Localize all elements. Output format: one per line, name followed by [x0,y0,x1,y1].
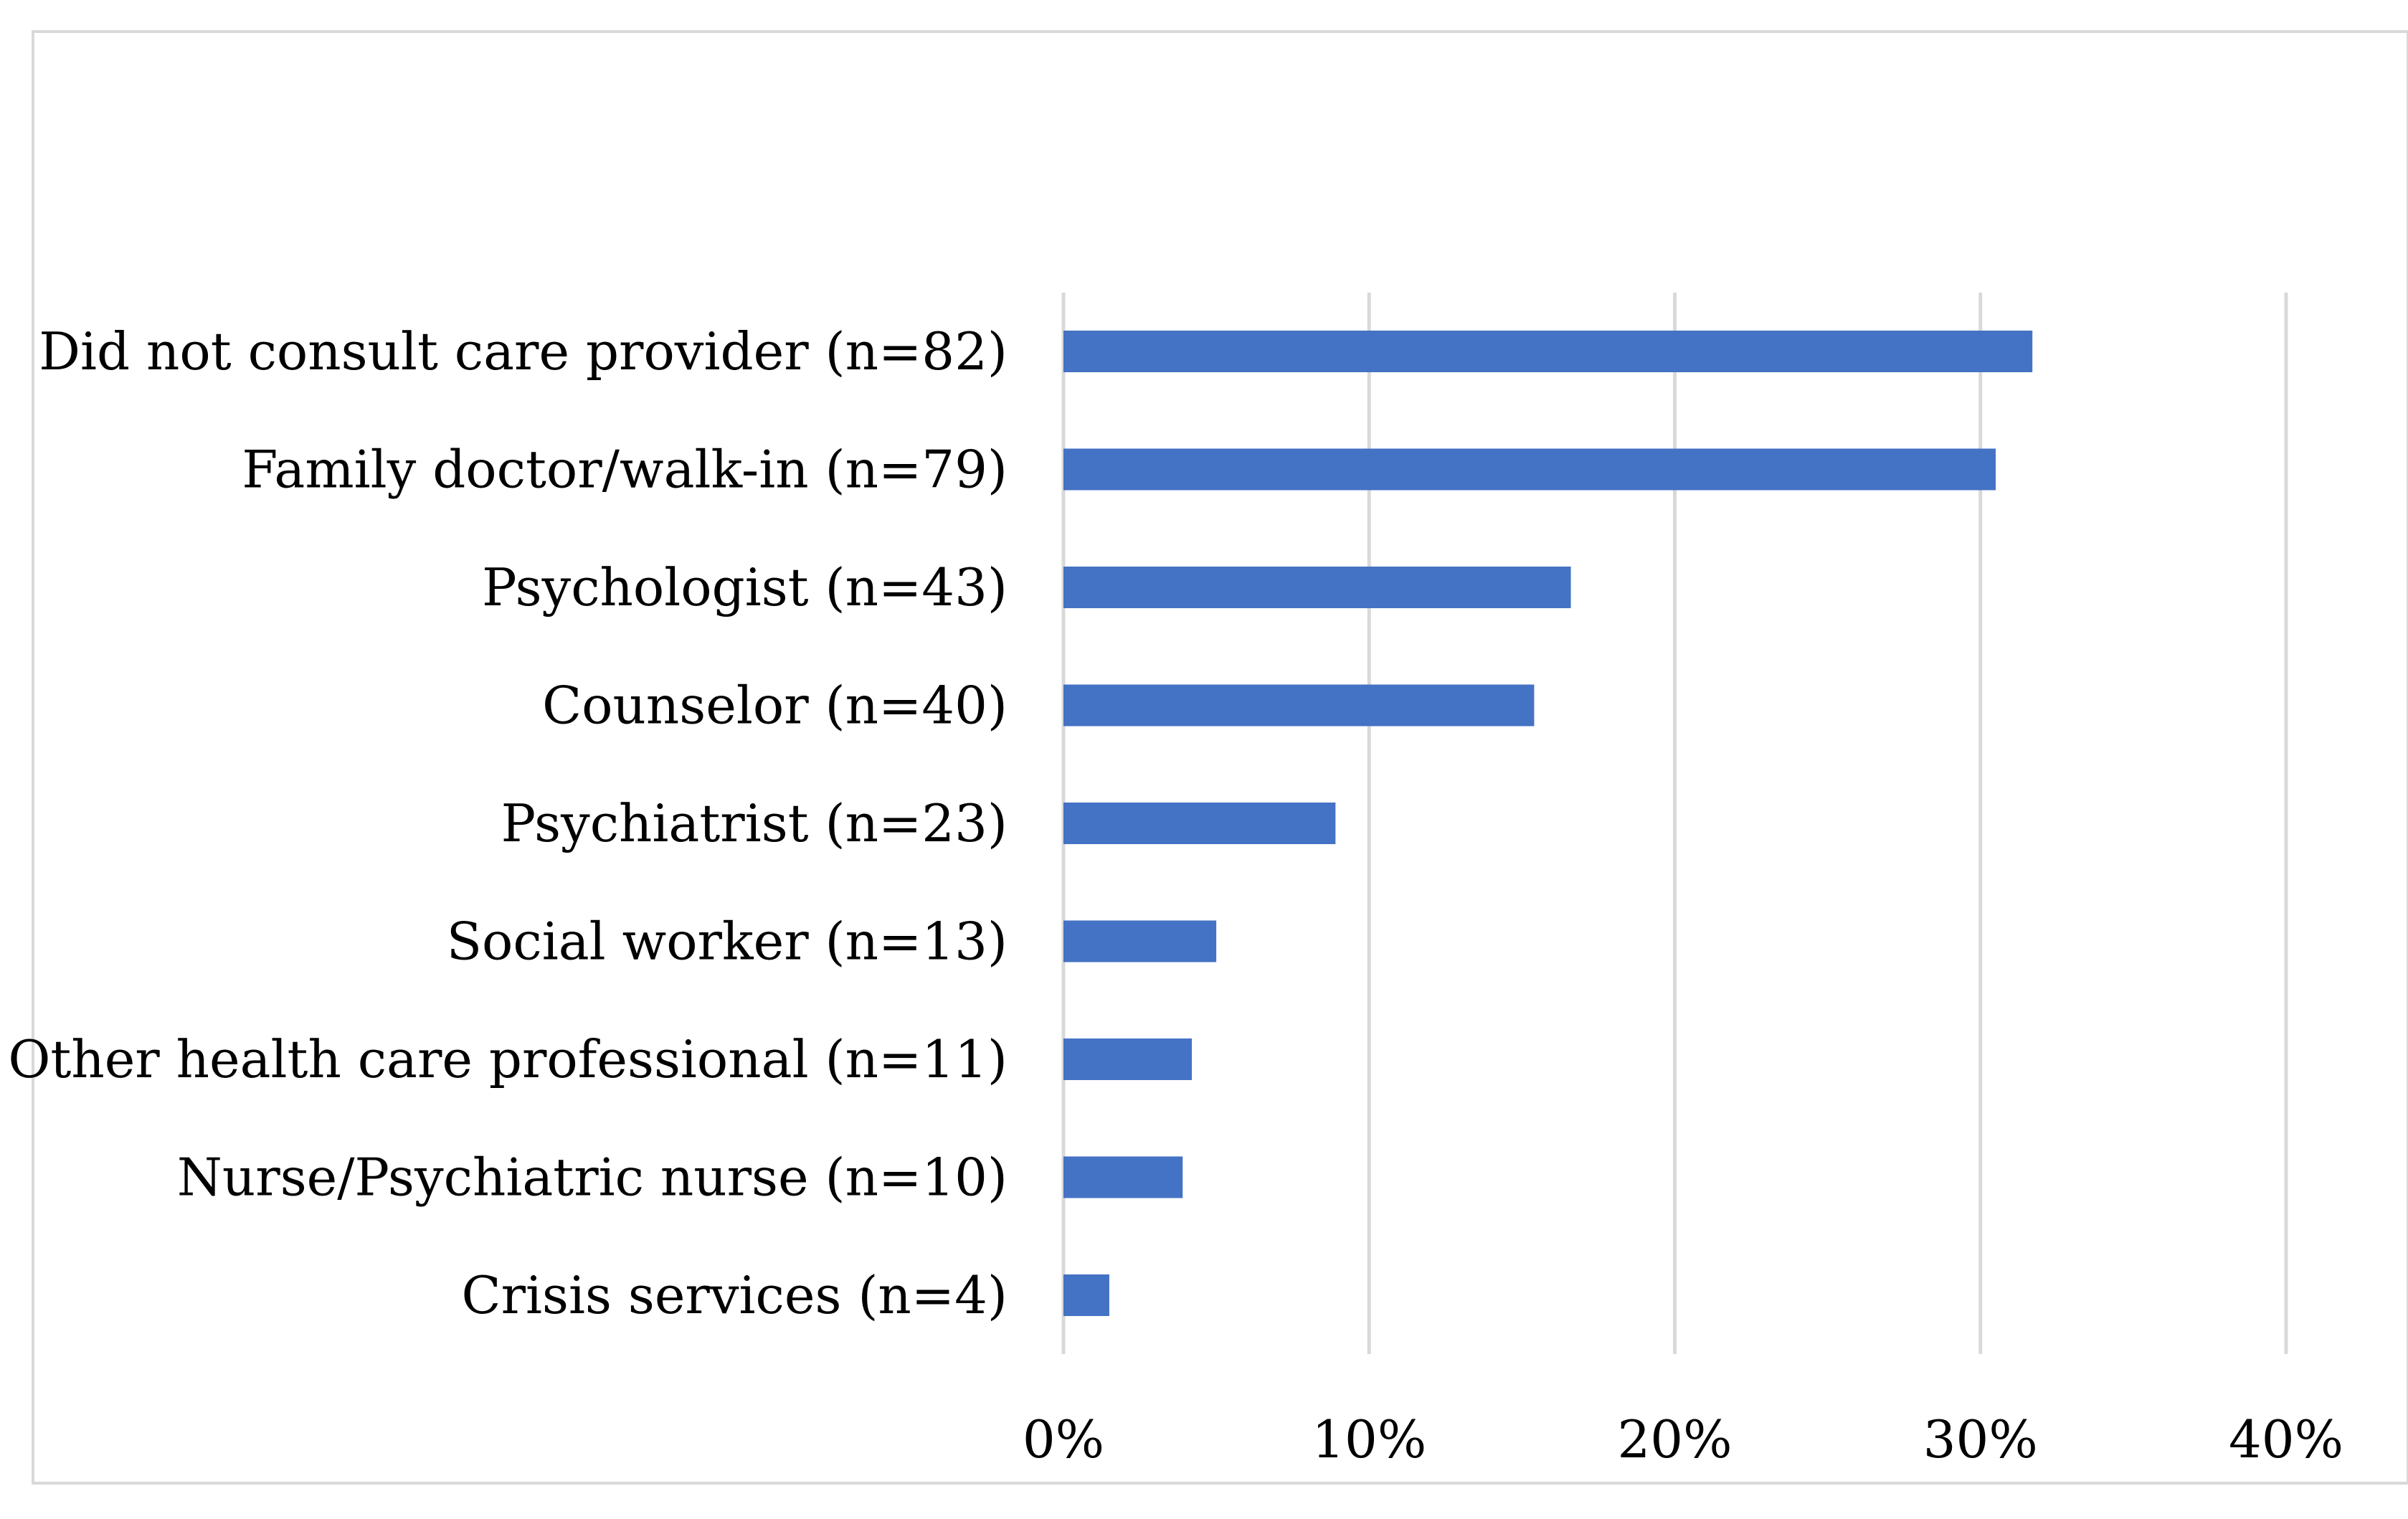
bar [1063,567,1571,608]
bars [1063,331,2033,1316]
x-tick-label: 0% [1023,1409,1104,1470]
category-label: Counselor (n=40) [542,676,1008,736]
bar [1063,803,1336,844]
bar [1063,684,1535,727]
bar [1063,1156,1183,1198]
x-tick-label: 10% [1312,1409,1426,1470]
x-tick-label: 40% [2229,1409,2343,1470]
category-label: Crisis services (n=4) [462,1265,1008,1325]
x-tick-labels: 0% 10% 20% 30% 40% [1023,1409,2343,1470]
category-label: Other health care professional (n=11) [8,1029,1008,1089]
x-tick-label: 30% [1923,1409,2038,1470]
bar [1063,448,1996,491]
bar [1063,1038,1193,1080]
category-label: Social worker (n=13) [447,912,1008,972]
category-label: Family doctor/walk-in (n=79) [242,440,1008,500]
category-label: Psychiatrist (n=23) [501,793,1008,853]
category-labels: Did not consult care provider (n=82) Fami… [8,321,1008,1325]
bar [1063,1274,1109,1316]
category-label: Nurse/Psychiatric nurse (n=10) [177,1147,1008,1208]
chart-border [32,30,2408,1485]
x-tick-label: 20% [1617,1409,1732,1470]
category-label: Did not consult care provider (n=82) [39,321,1008,382]
category-label: Psychologist (n=43) [482,557,1008,617]
bar [1063,331,2033,372]
bar [1063,920,1217,962]
